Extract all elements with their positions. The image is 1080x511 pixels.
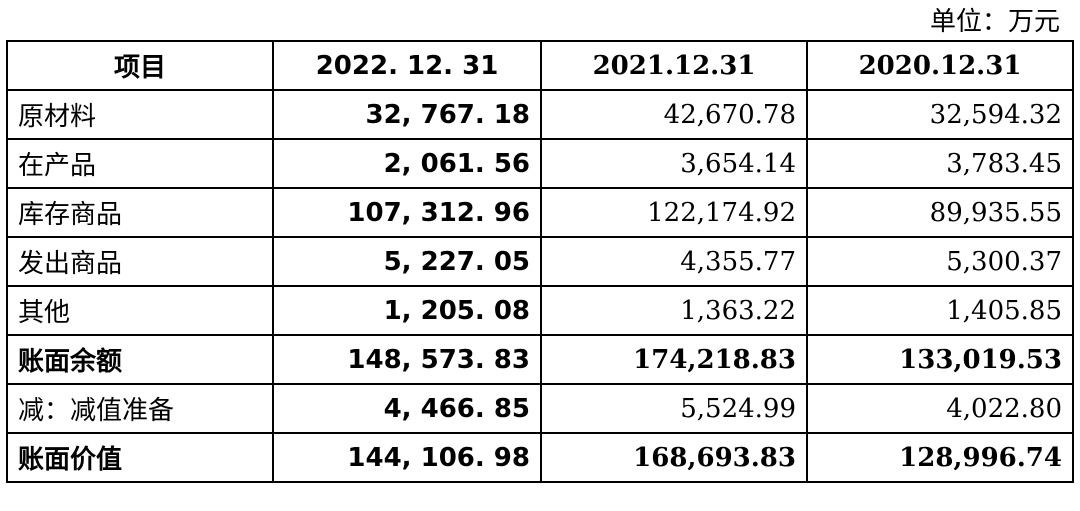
row-label: 账面余额	[6, 334, 274, 385]
unit-label: 单位：万元	[929, 7, 1060, 37]
cell-2021: 42,670.78	[540, 89, 808, 140]
inventory-table: 项目 2022. 12. 31 2021.12.31 2020.12.31 原材…	[6, 40, 1074, 483]
row-label: 发出商品	[6, 236, 274, 287]
cell-2022: 5, 227. 05	[272, 236, 542, 287]
row-label: 在产品	[6, 138, 274, 189]
cell-2022: 144, 106. 98	[272, 432, 542, 483]
cell-2020: 5,300.37	[806, 236, 1074, 287]
cell-2022: 2, 061. 56	[272, 138, 542, 189]
table-row: 库存商品 107, 312. 96 122,174.92 89,935.55	[6, 187, 1074, 238]
header-item: 项目	[6, 40, 274, 91]
cell-2020: 133,019.53	[806, 334, 1074, 385]
table-row: 其他 1, 205. 08 1,363.22 1,405.85	[6, 285, 1074, 336]
cell-2020: 3,783.45	[806, 138, 1074, 189]
header-2022: 2022. 12. 31	[272, 40, 542, 91]
table-row-total: 账面余额 148, 573. 83 174,218.83 133,019.53	[6, 334, 1074, 385]
cell-2020: 4,022.80	[806, 383, 1074, 434]
cell-2022: 1, 205. 08	[272, 285, 542, 336]
cell-2020: 32,594.32	[806, 89, 1074, 140]
row-label: 账面价值	[6, 432, 274, 483]
table-row-total: 账面价值 144, 106. 98 168,693.83 128,996.74	[6, 432, 1074, 483]
cell-2022: 107, 312. 96	[272, 187, 542, 238]
table-row: 减：减值准备 4, 466. 85 5,524.99 4,022.80	[6, 383, 1074, 434]
cell-2020: 1,405.85	[806, 285, 1074, 336]
cell-2021: 122,174.92	[540, 187, 808, 238]
cell-2021: 174,218.83	[540, 334, 808, 385]
table-header-row: 项目 2022. 12. 31 2021.12.31 2020.12.31	[6, 40, 1074, 91]
cell-2021: 1,363.22	[540, 285, 808, 336]
cell-2022: 148, 573. 83	[272, 334, 542, 385]
row-label: 其他	[6, 285, 274, 336]
cell-2021: 168,693.83	[540, 432, 808, 483]
cell-2021: 3,654.14	[540, 138, 808, 189]
header-2020: 2020.12.31	[806, 40, 1074, 91]
cell-2020: 128,996.74	[806, 432, 1074, 483]
row-label: 减：减值准备	[6, 383, 274, 434]
table-row: 发出商品 5, 227. 05 4,355.77 5,300.37	[6, 236, 1074, 287]
table-row: 原材料 32, 767. 18 42,670.78 32,594.32	[6, 89, 1074, 140]
cell-2021: 5,524.99	[540, 383, 808, 434]
table-row: 在产品 2, 061. 56 3,654.14 3,783.45	[6, 138, 1074, 189]
cell-2022: 4, 466. 85	[272, 383, 542, 434]
header-2021: 2021.12.31	[540, 40, 808, 91]
cell-2020: 89,935.55	[806, 187, 1074, 238]
cell-2021: 4,355.77	[540, 236, 808, 287]
row-label: 库存商品	[6, 187, 274, 238]
row-label: 原材料	[6, 89, 274, 140]
cell-2022: 32, 767. 18	[272, 89, 542, 140]
